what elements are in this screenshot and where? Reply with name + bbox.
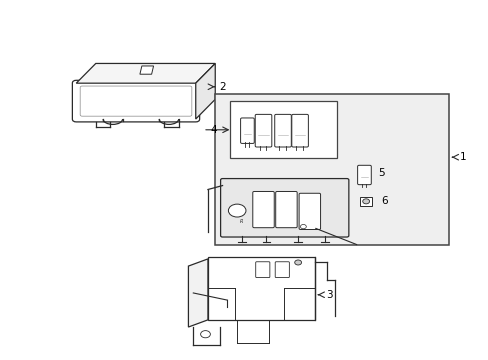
Text: 2: 2 [219,82,225,92]
Bar [229,101,336,158]
FancyBboxPatch shape [255,114,271,147]
Text: 6: 6 [380,196,387,206]
Text: 1: 1 [459,152,466,162]
Polygon shape [140,66,153,74]
FancyBboxPatch shape [220,179,348,237]
FancyBboxPatch shape [255,262,269,278]
FancyBboxPatch shape [291,114,308,147]
Polygon shape [195,63,215,119]
FancyBboxPatch shape [299,193,320,229]
Bar [207,257,315,320]
Polygon shape [188,259,207,327]
Circle shape [362,199,369,204]
FancyBboxPatch shape [240,118,254,143]
FancyBboxPatch shape [275,192,297,228]
Bar [359,197,371,206]
Text: R: R [240,219,243,224]
Polygon shape [76,63,215,83]
Text: 4: 4 [210,125,217,135]
Circle shape [300,225,305,229]
Circle shape [200,330,210,338]
FancyBboxPatch shape [72,80,199,122]
FancyBboxPatch shape [252,192,274,228]
FancyBboxPatch shape [275,262,289,278]
Text: 3: 3 [325,290,332,300]
Text: 5: 5 [378,168,385,178]
FancyBboxPatch shape [274,114,291,147]
Bar [215,94,448,244]
Circle shape [294,260,301,265]
Circle shape [228,204,245,217]
FancyBboxPatch shape [357,165,370,185]
